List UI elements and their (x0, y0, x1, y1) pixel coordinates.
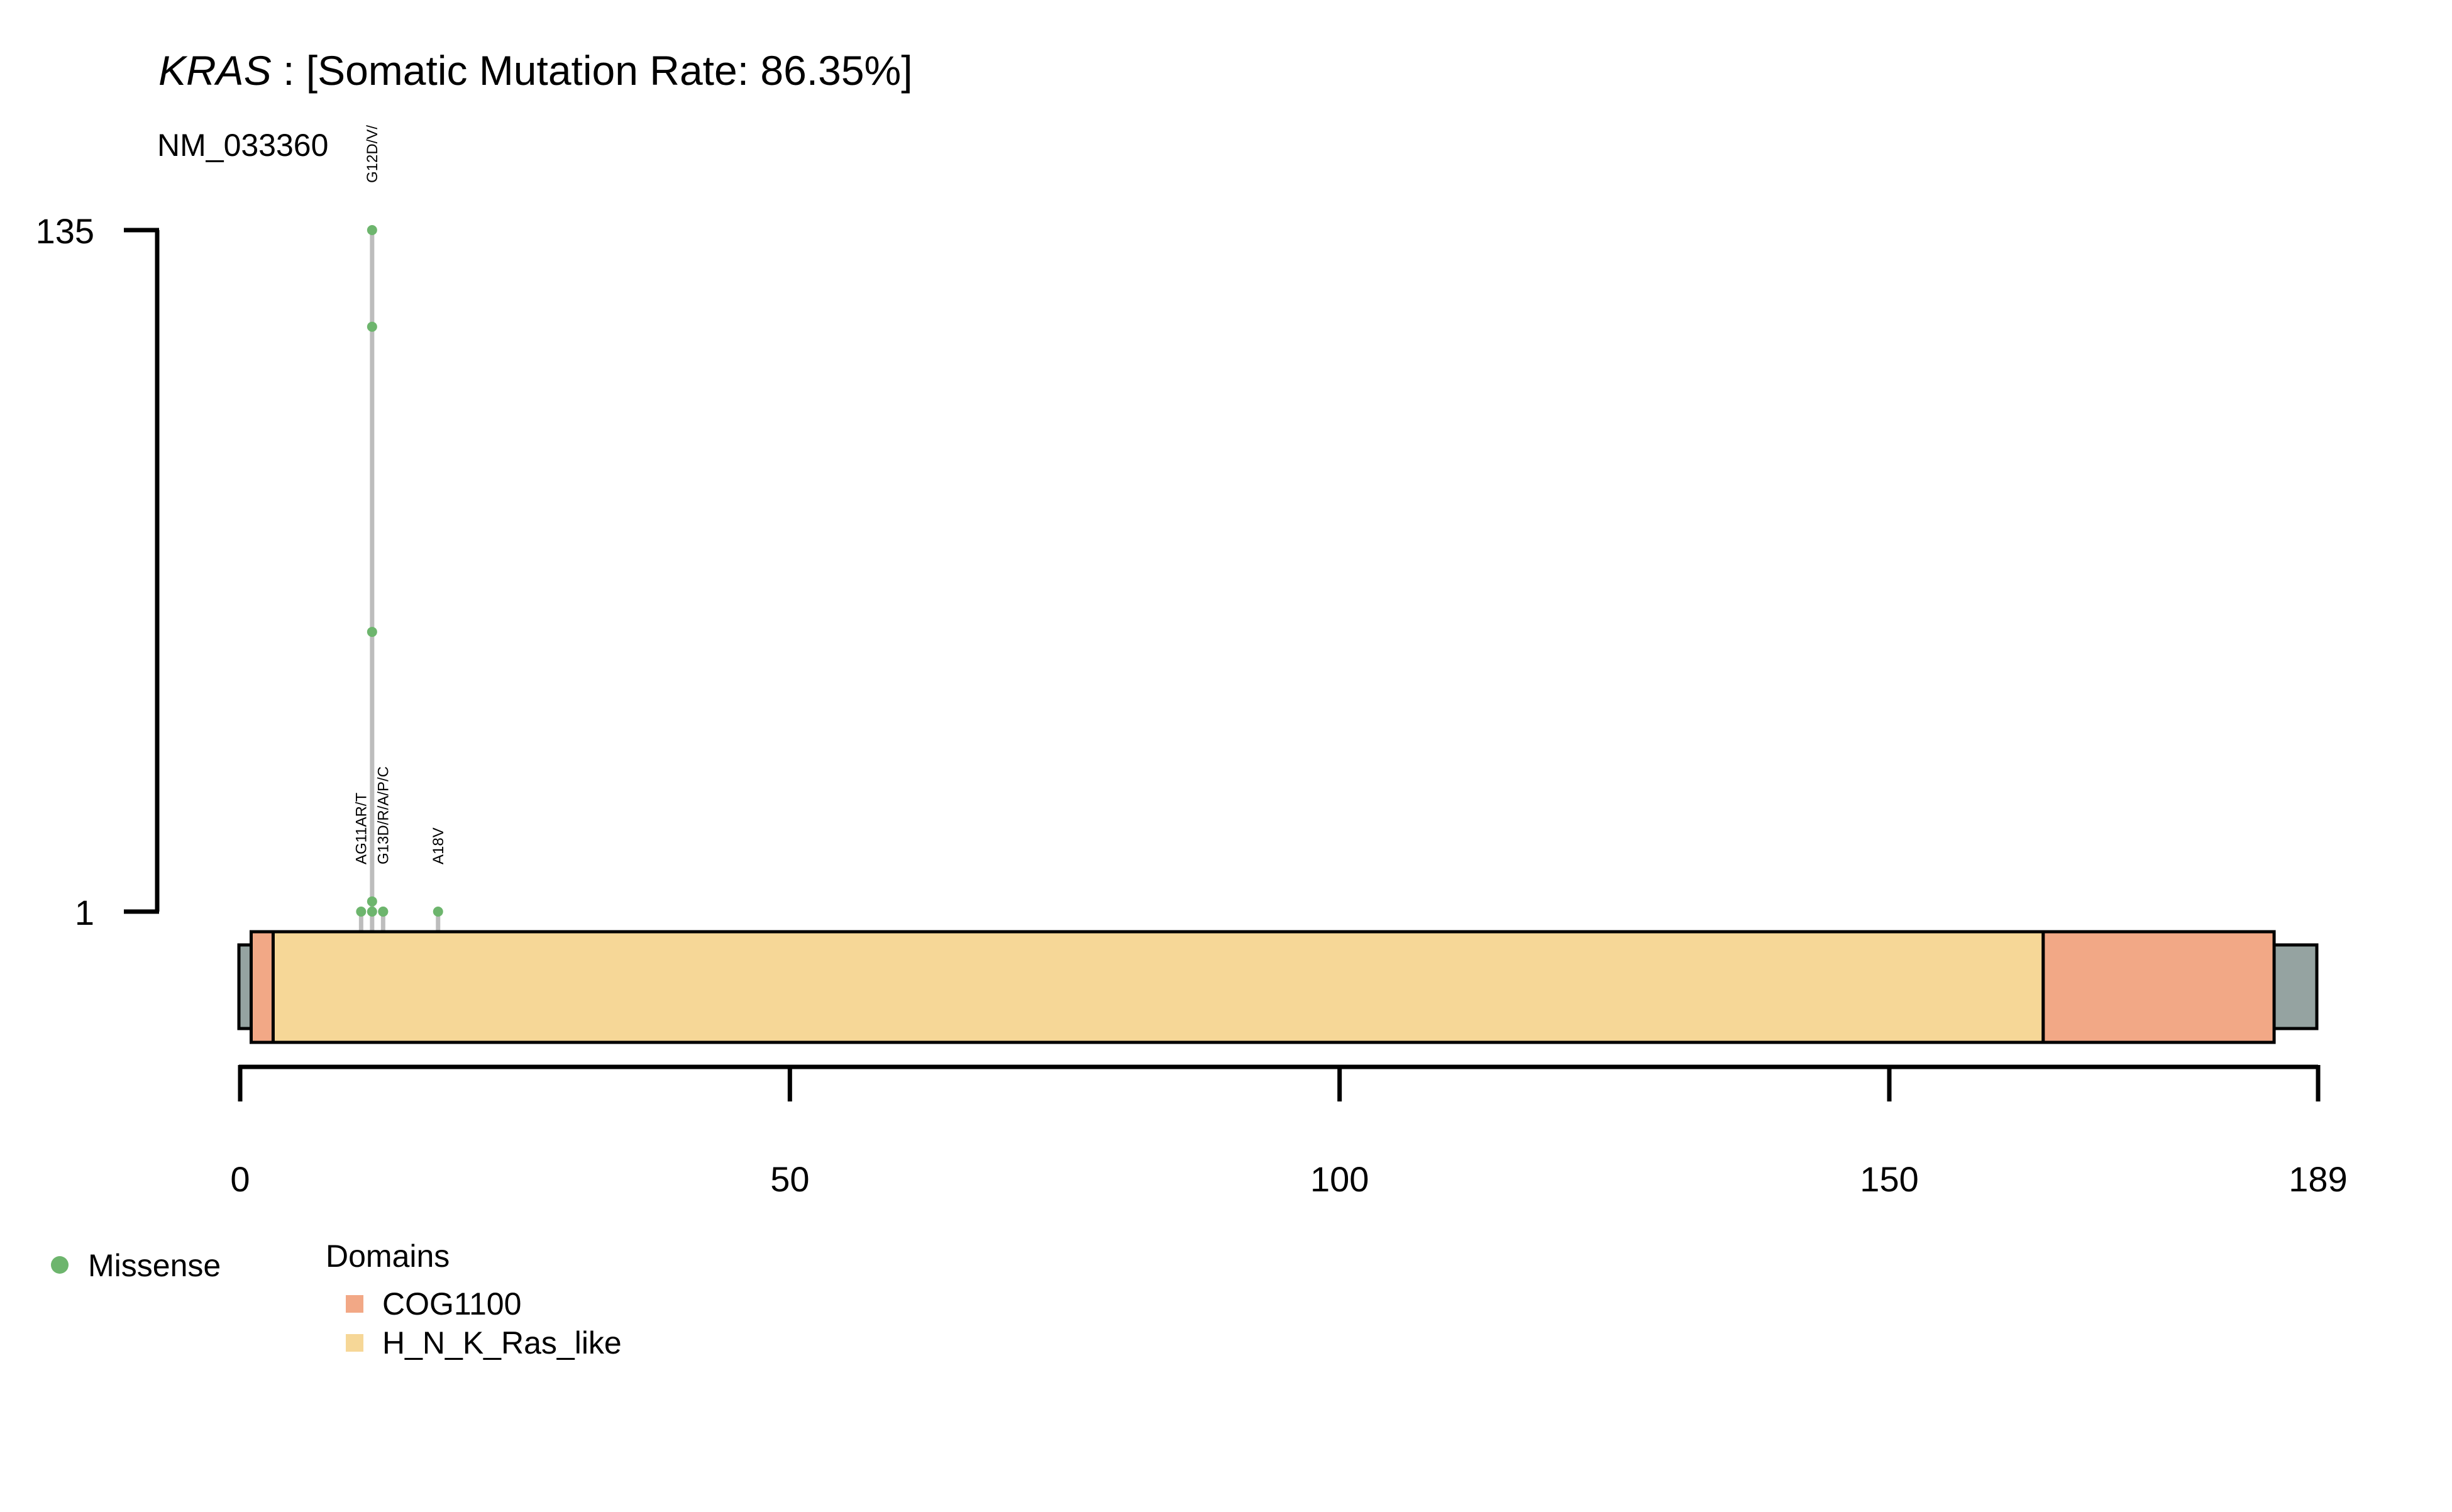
x-axis: 0 50 100 150 189 (230, 1064, 2348, 1199)
legend-missense-label: Missense (88, 1248, 221, 1283)
x-tick-label-150: 150 (1860, 1159, 1918, 1199)
mutation-label-18: A18V (430, 827, 447, 864)
mutation-point-18-0 (433, 907, 443, 917)
lollipop-points (356, 225, 443, 917)
protein-track (237, 930, 2319, 1044)
x-tick-label-189: 189 (2289, 1159, 2347, 1199)
mutation-point-13-1 (378, 907, 389, 917)
legend-ras-swatch (346, 1334, 363, 1352)
legend-cog1100-swatch (346, 1295, 363, 1313)
mutation-point-12-3 (367, 321, 377, 332)
domain-rects (249, 930, 2276, 1044)
chart-title: KRAS : [Somatic Mutation Rate: 86.35%] (158, 47, 913, 94)
y-tick-label-135: 135 (36, 211, 94, 251)
domain-cog1100-0 (249, 930, 275, 1044)
x-ticks: 0 50 100 150 189 (230, 1065, 2348, 1199)
legend: Missense Domains COG1100 H_N_K_Ras_like (51, 1239, 622, 1360)
mutation-point-11-0 (356, 907, 367, 917)
legend-cog1100-label: COG1100 (382, 1286, 521, 1322)
legend-ras-label: H_N_K_Ras_like (382, 1325, 622, 1360)
y-tick-label-1: 1 (75, 893, 94, 932)
legend-missense-marker (51, 1256, 69, 1274)
legend-domains-title: Domains (326, 1239, 450, 1274)
mutation-label-13: G13D/R/A/P/C (375, 766, 392, 864)
y-axis: 135 1 (36, 211, 160, 932)
x-tick-label-50: 50 (770, 1159, 809, 1199)
mutation-rate-text: : [Somatic Mutation Rate: 86.35%] (272, 47, 913, 94)
mutation-point-12-0 (367, 907, 377, 917)
x-tick-label-100: 100 (1310, 1159, 1369, 1199)
lollipop-stems (358, 230, 441, 932)
domain-cog1100-2 (2041, 930, 2276, 1044)
x-tick-label-0: 0 (230, 1159, 250, 1199)
mutation-labels: AG11AR/T G12D/V/G13D/R/A/P/C A18V (353, 125, 446, 864)
transcript-label: NM_033360 (157, 128, 328, 163)
mutation-point-12-2 (367, 627, 377, 637)
domain-h-n-k-ras-like-1 (271, 930, 2045, 1044)
mutation-label-12: G12D/V/ (364, 125, 381, 183)
mutation-point-12-4 (367, 225, 377, 235)
mutation-label-11: AG11AR/T (353, 792, 370, 864)
gene-name: KRAS (158, 47, 272, 94)
mutation-point-12-1 (367, 896, 377, 907)
